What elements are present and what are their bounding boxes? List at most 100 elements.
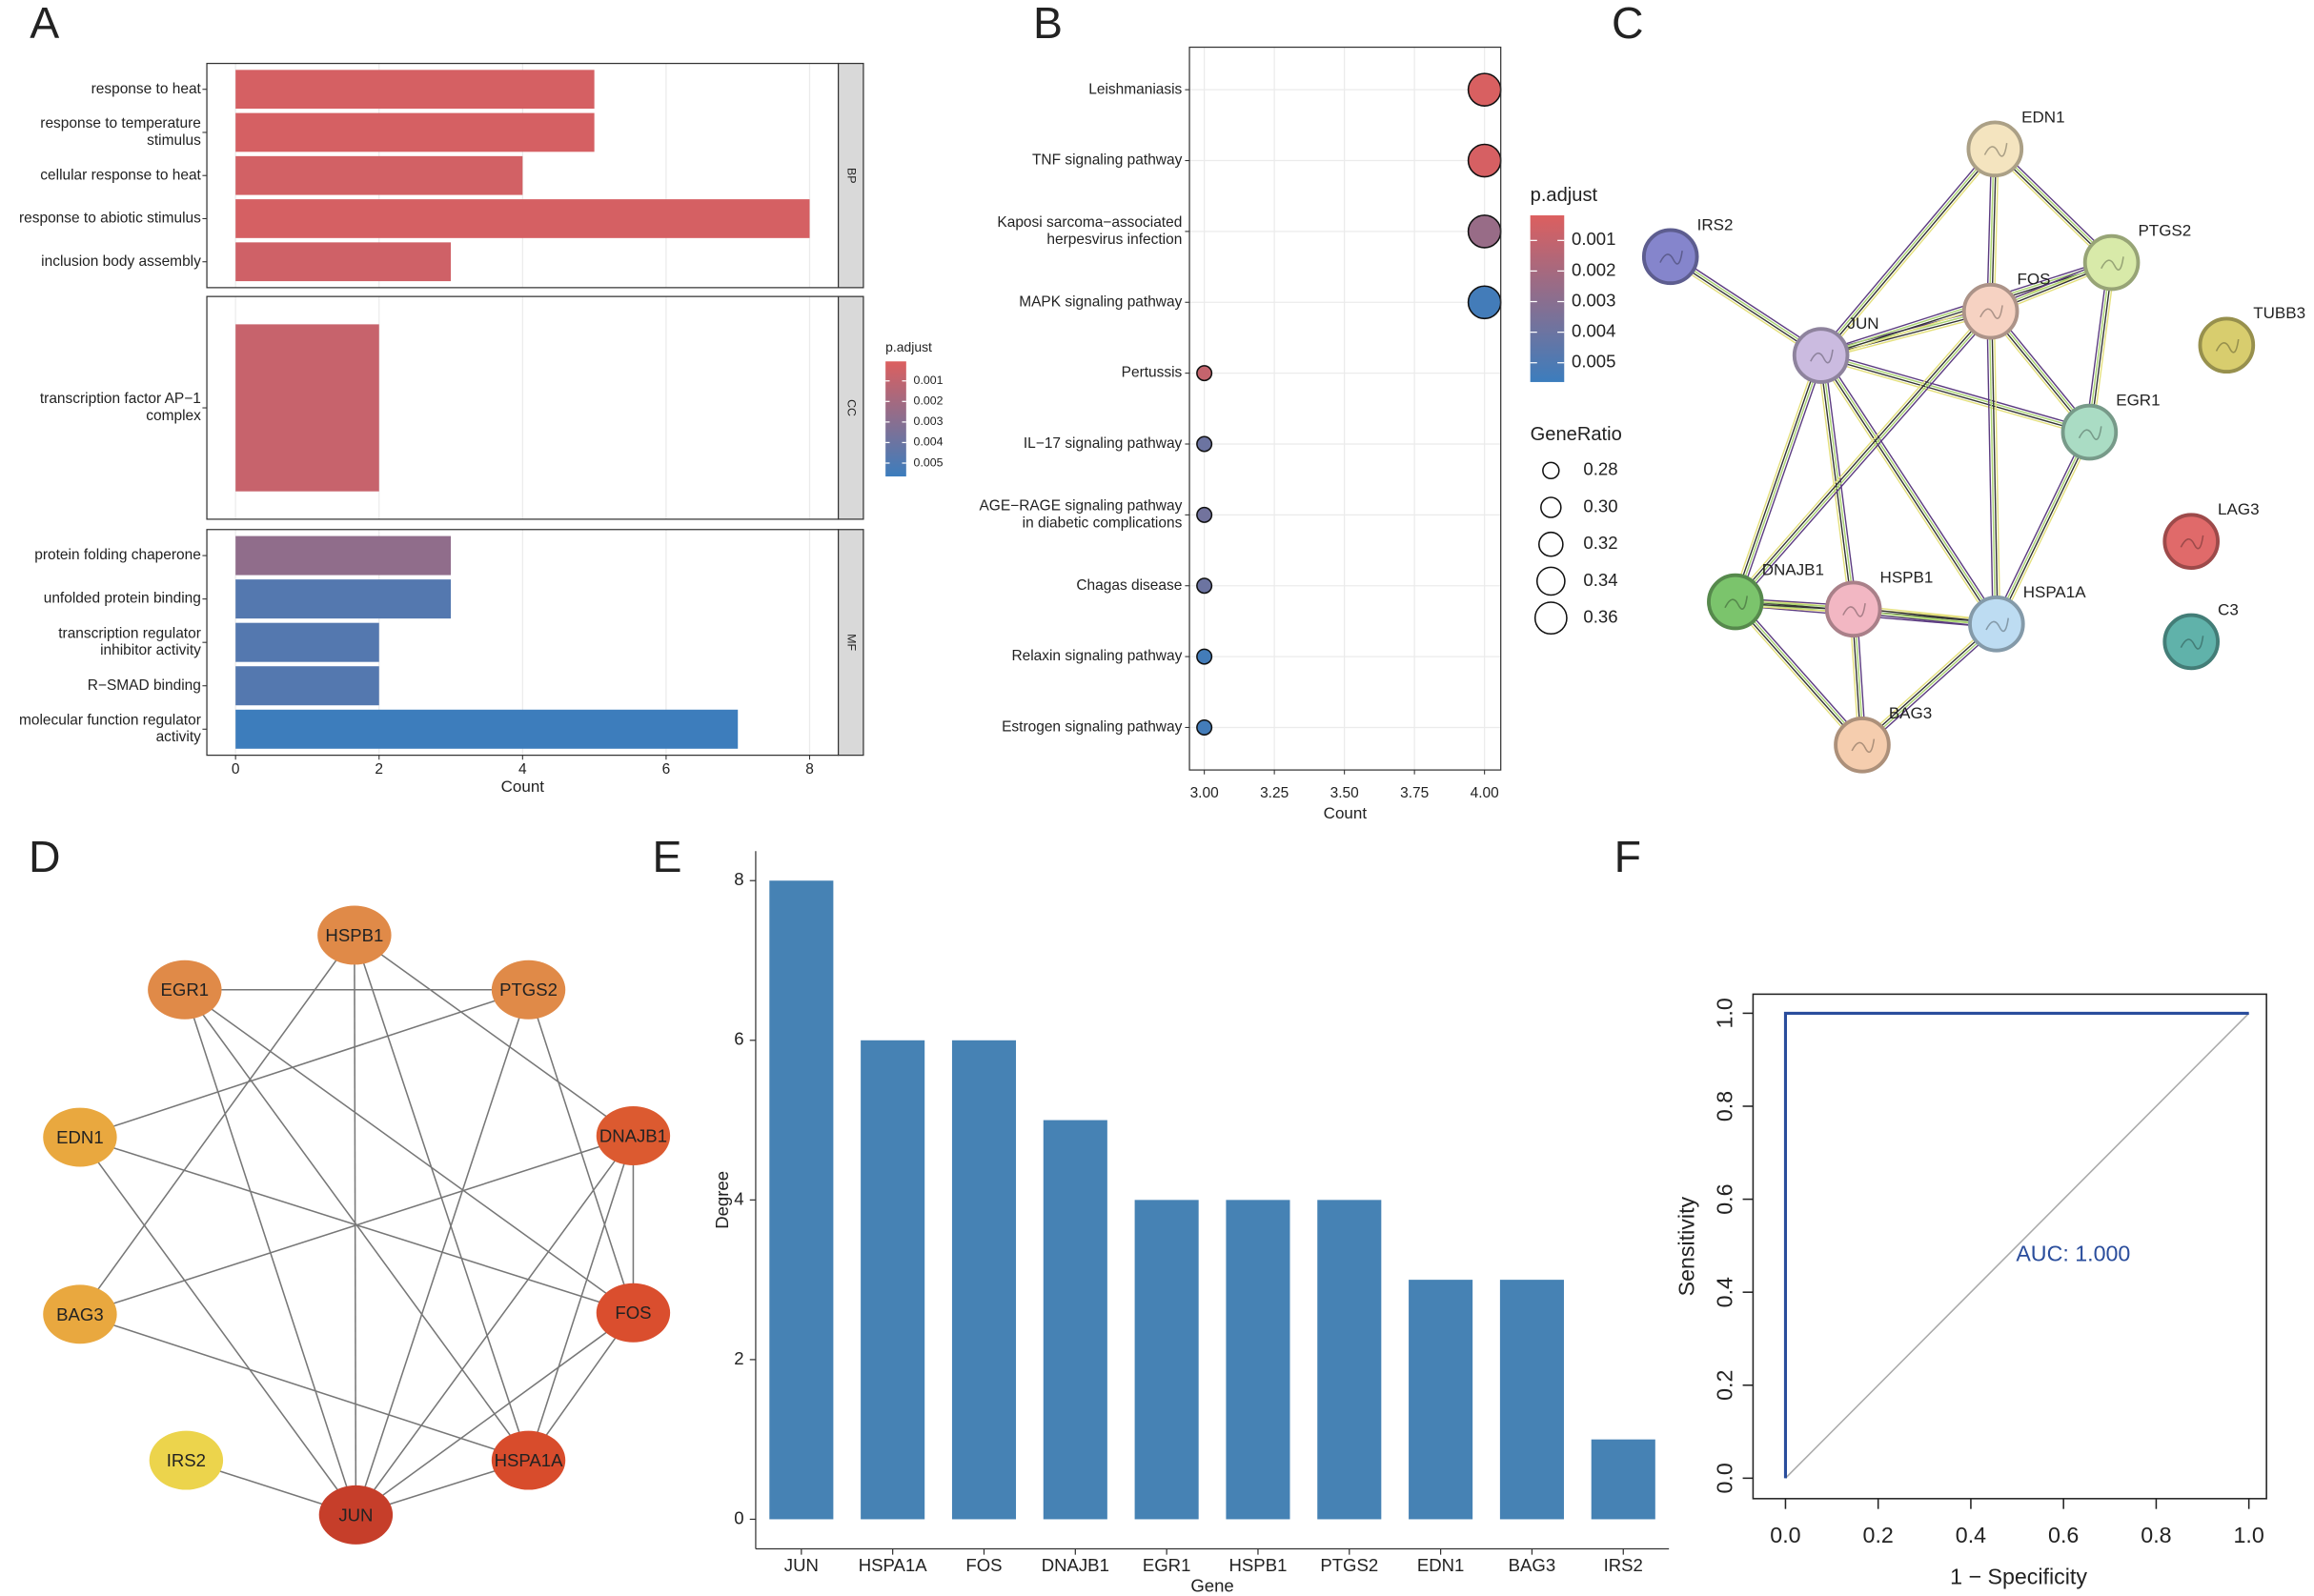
edge	[1823, 354, 1858, 609]
edge	[1819, 357, 2089, 436]
node	[1792, 327, 1850, 384]
y-tick-label: 0.2	[1713, 1370, 1737, 1401]
edge	[1862, 624, 1999, 747]
node-label: BAG3	[56, 1304, 104, 1324]
node	[491, 960, 566, 1020]
node-structure	[1810, 349, 1834, 364]
size-legend-label: 0.28	[1583, 459, 1617, 479]
colorbar-label: 0.002	[914, 394, 944, 408]
x-tick-label: 3.75	[1400, 785, 1429, 801]
bar	[1317, 1200, 1382, 1520]
node-label: JUN	[1847, 314, 1878, 333]
category-label: Leishmaniasis	[1088, 81, 1182, 97]
colorbar	[885, 361, 906, 477]
node-label: LAG3	[2218, 500, 2260, 518]
node	[1968, 596, 2025, 653]
node	[317, 905, 392, 965]
node-label: DNAJB1	[1762, 561, 1824, 579]
bar	[1409, 1280, 1473, 1520]
x-tick-label: 3.00	[1190, 785, 1219, 801]
size-legend-key	[1535, 566, 1566, 596]
facet-strip	[838, 529, 864, 757]
x-tick-label: 3.25	[1260, 785, 1289, 801]
edge	[354, 934, 634, 1137]
node-structure	[1979, 305, 2003, 320]
panel-letter: B	[1033, 0, 1063, 48]
y-tick-label: 6	[734, 1029, 743, 1049]
bar	[235, 622, 379, 662]
node	[596, 1106, 671, 1165]
size-legend-label: 0.36	[1583, 607, 1617, 627]
colorbar-label: 0.003	[914, 414, 944, 428]
node	[148, 960, 222, 1020]
colorbar-label: 0.001	[914, 374, 944, 387]
edge	[79, 935, 355, 1315]
node	[1961, 282, 2020, 340]
edge	[1736, 311, 1993, 603]
panel-letter: C	[1612, 0, 1644, 48]
dot	[1196, 435, 1213, 453]
edge	[1734, 601, 1862, 747]
edge	[1859, 620, 1995, 743]
category-label: Kaposi sarcoma−associated herpesvirus inf…	[997, 214, 1182, 248]
node-structure	[2078, 426, 2102, 440]
category-label: protein folding chaperone	[34, 547, 201, 563]
edge	[1821, 354, 1999, 624]
bar	[235, 112, 595, 152]
x-tick-label: HSPA1A	[859, 1555, 927, 1575]
edge	[2089, 262, 2114, 433]
edge	[1820, 355, 2090, 434]
node	[149, 1430, 224, 1490]
dot	[1467, 72, 1502, 107]
x-tick-label: 0.8	[2141, 1523, 2171, 1547]
category-label: transcription regulator inhibitor activit…	[58, 625, 201, 658]
y-tick-label: 0.6	[1713, 1183, 1737, 1214]
category-label: cellular response to heat	[40, 167, 201, 183]
edge	[355, 1135, 635, 1516]
colorbar-label: 0.003	[1572, 290, 1615, 310]
node-structure	[1842, 603, 1866, 617]
edge	[1992, 430, 2087, 623]
dot	[1196, 506, 1213, 523]
node	[318, 1485, 394, 1545]
legend-title: p.adjust	[1531, 185, 1598, 206]
category-label: unfolded protein binding	[44, 591, 201, 607]
edge	[1736, 355, 1823, 603]
node-structure	[1851, 738, 1876, 754]
node	[1966, 120, 2024, 178]
bar	[235, 666, 379, 706]
edge	[1817, 355, 1851, 610]
category-label: transcription factor AP−1 complex	[40, 391, 201, 424]
node	[2198, 316, 2256, 374]
y-tick-label: 1.0	[1713, 998, 1737, 1028]
node-structure	[1985, 617, 2009, 633]
size-legend-title: GeneRatio	[1531, 424, 1622, 445]
edge	[1986, 311, 1994, 624]
node-label: TUBB3	[2253, 304, 2305, 322]
size-legend-key	[1542, 461, 1560, 480]
edge	[1817, 146, 1993, 354]
node	[43, 1107, 117, 1167]
node-label: EDN1	[2021, 108, 2064, 126]
dot	[1467, 285, 1502, 320]
bar	[235, 709, 739, 749]
edge	[79, 1313, 529, 1462]
edge	[1995, 431, 2089, 624]
legend-title: p.adjust	[885, 339, 932, 354]
dot	[1196, 648, 1213, 665]
bar	[1499, 1280, 1564, 1520]
dot	[1196, 577, 1213, 595]
y-tick-label: 2	[734, 1348, 743, 1368]
edge	[79, 1137, 357, 1516]
node-structure	[2101, 256, 2124, 271]
edge	[1863, 626, 1999, 749]
facet-strip	[838, 62, 864, 289]
size-legend-label: 0.34	[1583, 570, 1617, 590]
node-structure	[1659, 251, 1683, 265]
node-label: PTGS2	[499, 980, 558, 1000]
x-tick-label: 0.0	[1770, 1523, 1800, 1547]
category-label: TNF signaling pathway	[1032, 152, 1183, 169]
node-label: EGR1	[2116, 392, 2160, 410]
panel-letter: E	[653, 832, 682, 881]
edge	[1991, 311, 1999, 624]
